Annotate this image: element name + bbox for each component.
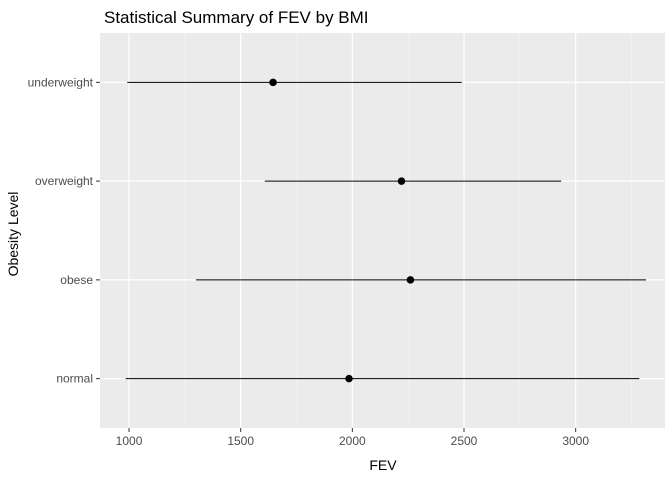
plot-panel: [100, 33, 665, 428]
data-marks: [125, 78, 647, 383]
y-tick-label: underweight: [28, 75, 94, 89]
y-tick-label: overweight: [35, 174, 94, 188]
x-tick-label: 1500: [227, 434, 254, 448]
x-tick-label: 1000: [116, 434, 143, 448]
x-tick-label: 3000: [562, 434, 589, 448]
y-tick-label: normal: [56, 372, 93, 386]
x-tick-label: 2000: [339, 434, 366, 448]
center-point-underweight: [269, 78, 277, 87]
x-tick-label: 2500: [451, 434, 478, 448]
y-tick-label: obese: [60, 273, 93, 287]
center-point-overweight: [397, 177, 406, 185]
panel-background: [100, 33, 665, 428]
chart-title: Statistical Summary of FEV by BMI: [104, 8, 369, 27]
y-axis-title: Obesity Level: [5, 192, 21, 277]
axis-ticks: 1000 1500 2000 2500 3000 underweight overweigh…: [28, 75, 590, 448]
center-point-obese: [406, 276, 415, 284]
center-point-normal: [345, 374, 353, 383]
x-axis-title: FEV: [369, 457, 397, 473]
